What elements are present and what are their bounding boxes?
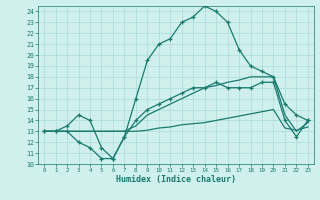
X-axis label: Humidex (Indice chaleur): Humidex (Indice chaleur) <box>116 175 236 184</box>
